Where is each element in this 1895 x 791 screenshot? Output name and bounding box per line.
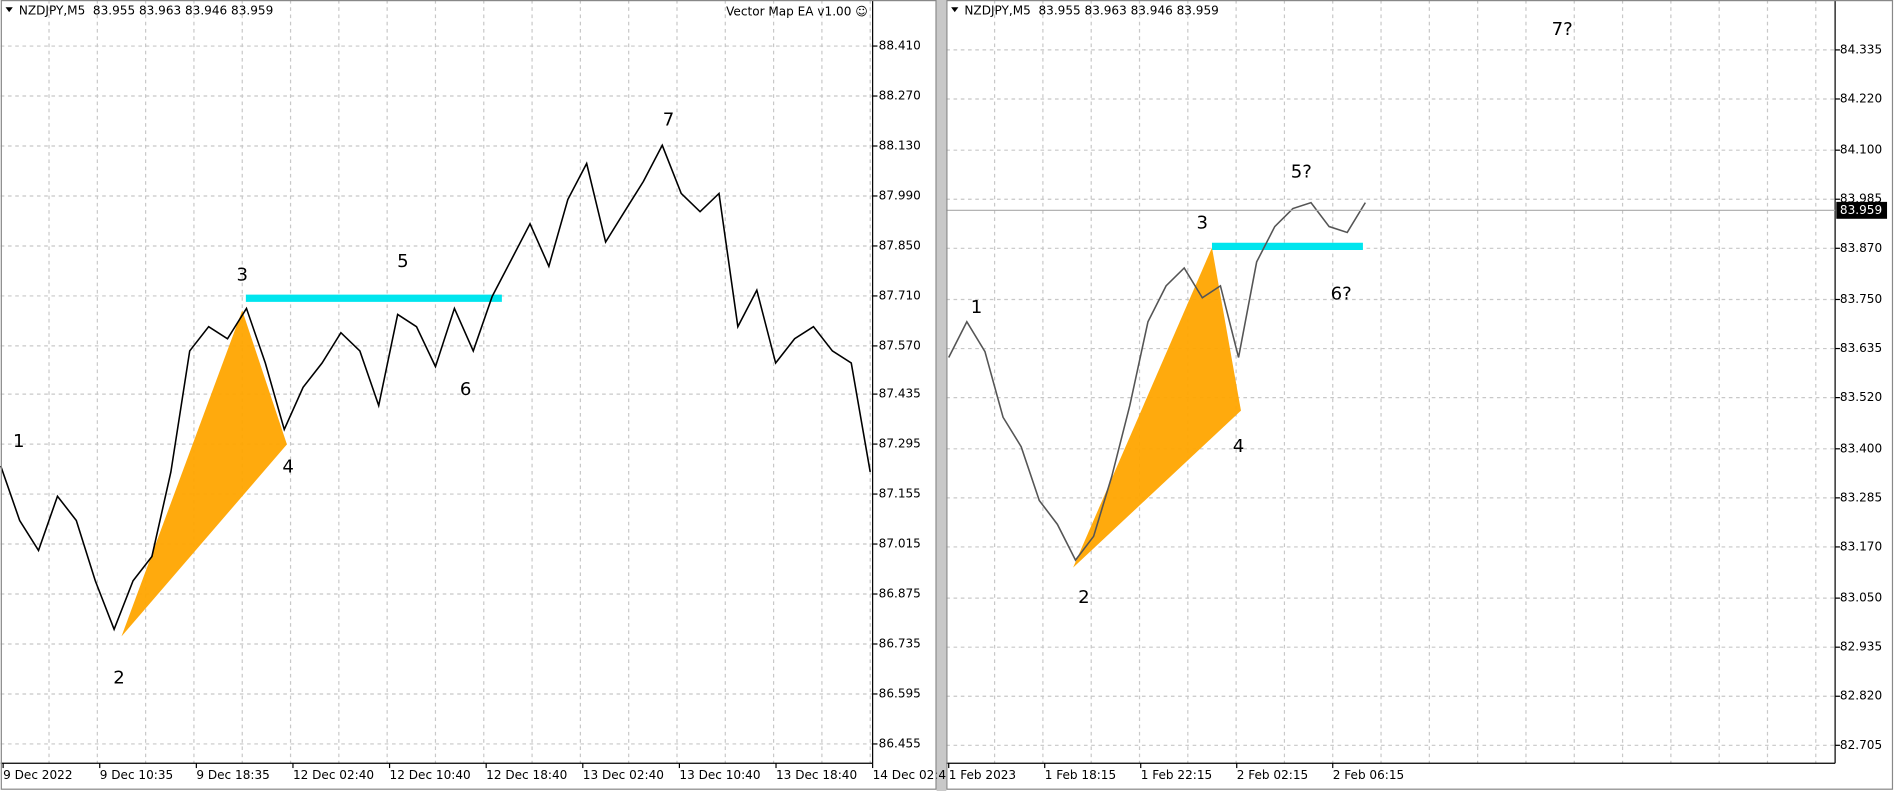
y-tick-label: 87.850 — [879, 238, 921, 252]
pattern-triangle — [121, 310, 287, 637]
y-tick-label: 87.990 — [879, 188, 921, 202]
y-tick-label: 83.750 — [1840, 292, 1882, 306]
x-tick-label: 13 Dec 02:40 — [583, 768, 664, 782]
menu-arrow — [951, 7, 959, 13]
y-tick-label: 86.595 — [879, 686, 921, 700]
x-tick-label: 9 Dec 18:35 — [196, 768, 269, 782]
y-tick-label: 84.100 — [1840, 143, 1882, 157]
y-tick-label: 86.875 — [879, 587, 921, 601]
x-tick-label: 12 Dec 10:40 — [390, 768, 471, 782]
current-price-box — [1836, 201, 1888, 219]
y-tick-label: 83.170 — [1840, 539, 1882, 553]
y-tick-label: 88.410 — [879, 39, 921, 53]
wave-label: 7 — [663, 110, 675, 131]
y-tick-label: 86.735 — [879, 636, 921, 650]
wave-label: 5 — [397, 251, 409, 272]
y-tick-label: 87.570 — [879, 338, 921, 352]
ea-label: Vector Map EA v1.00 ☺ — [726, 5, 868, 19]
x-tick-label: 13 Dec 10:40 — [679, 768, 760, 782]
y-tick-label: 87.295 — [879, 437, 921, 451]
y-tick-label: 87.155 — [879, 487, 921, 501]
wave-label: 1 — [13, 431, 25, 452]
pattern-triangle — [1073, 247, 1241, 568]
frame — [0, 0, 937, 790]
current-price-label: 83.959 — [1840, 203, 1882, 217]
y-tick-label: 83.870 — [1840, 241, 1882, 255]
frame — [946, 0, 1894, 790]
x-tick-label: 1 Feb 18:15 — [1045, 768, 1116, 782]
y-tick-label: 83.050 — [1840, 591, 1882, 605]
y-tick-label: 87.015 — [879, 537, 921, 551]
wave-label: 2 — [1078, 587, 1090, 608]
splitter[interactable] — [936, 0, 947, 791]
x-tick-label: 2 Feb 02:15 — [1237, 768, 1308, 782]
y-tick-label: 82.705 — [1840, 738, 1882, 752]
y-tick-label: 82.820 — [1840, 689, 1882, 703]
x-tick-label: 12 Dec 02:40 — [293, 768, 374, 782]
y-tick-label: 84.335 — [1840, 42, 1882, 56]
price-line — [948, 201, 1367, 562]
y-tick-label: 82.935 — [1840, 640, 1882, 654]
x-tick-label: 1 Feb 2023 — [949, 768, 1016, 782]
wave-label: 3 — [236, 264, 248, 285]
y-tick-label: 83.520 — [1840, 390, 1882, 404]
chart-title: NZDJPY,M5 83.955 83.963 83.946 83.959 — [19, 3, 273, 17]
x-tick-label: 14 Dec 02:4 — [873, 768, 946, 782]
x-tick-label: 9 Dec 10:35 — [100, 768, 173, 782]
wave-label: 3 — [1197, 212, 1209, 233]
x-tick-label: 2 Feb 06:15 — [1333, 768, 1404, 782]
x-tick-label: 12 Dec 18:40 — [486, 768, 567, 782]
y-tick-label: 87.435 — [879, 387, 921, 401]
wave-label: 2 — [113, 668, 125, 689]
wave-label: 5? — [1291, 162, 1312, 183]
chart-title: NZDJPY,M5 83.955 83.963 83.946 83.959 — [964, 3, 1218, 17]
y-tick-label: 84.220 — [1840, 91, 1882, 105]
wave-label: 6 — [460, 379, 472, 400]
y-tick-label: 88.130 — [879, 139, 921, 153]
x-tick-label: 9 Dec 2022 — [3, 768, 72, 782]
wave-label: 4 — [282, 456, 294, 477]
wave-label: 6? — [1331, 284, 1352, 305]
y-tick-label: 87.710 — [879, 288, 921, 302]
price-line — [0, 143, 871, 632]
y-tick-label: 86.455 — [879, 736, 921, 750]
y-tick-label: 83.635 — [1840, 341, 1882, 355]
menu-arrow — [5, 7, 13, 13]
y-tick-label: 83.400 — [1840, 441, 1882, 455]
wave-label: 1 — [971, 297, 983, 318]
y-tick-label: 83.285 — [1840, 490, 1882, 504]
y-tick-label: 88.270 — [879, 89, 921, 103]
wave-label: 4 — [1233, 436, 1245, 457]
x-tick-label: 13 Dec 18:40 — [776, 768, 857, 782]
wave-label: 7? — [1552, 19, 1573, 40]
x-tick-label: 1 Feb 22:15 — [1141, 768, 1212, 782]
